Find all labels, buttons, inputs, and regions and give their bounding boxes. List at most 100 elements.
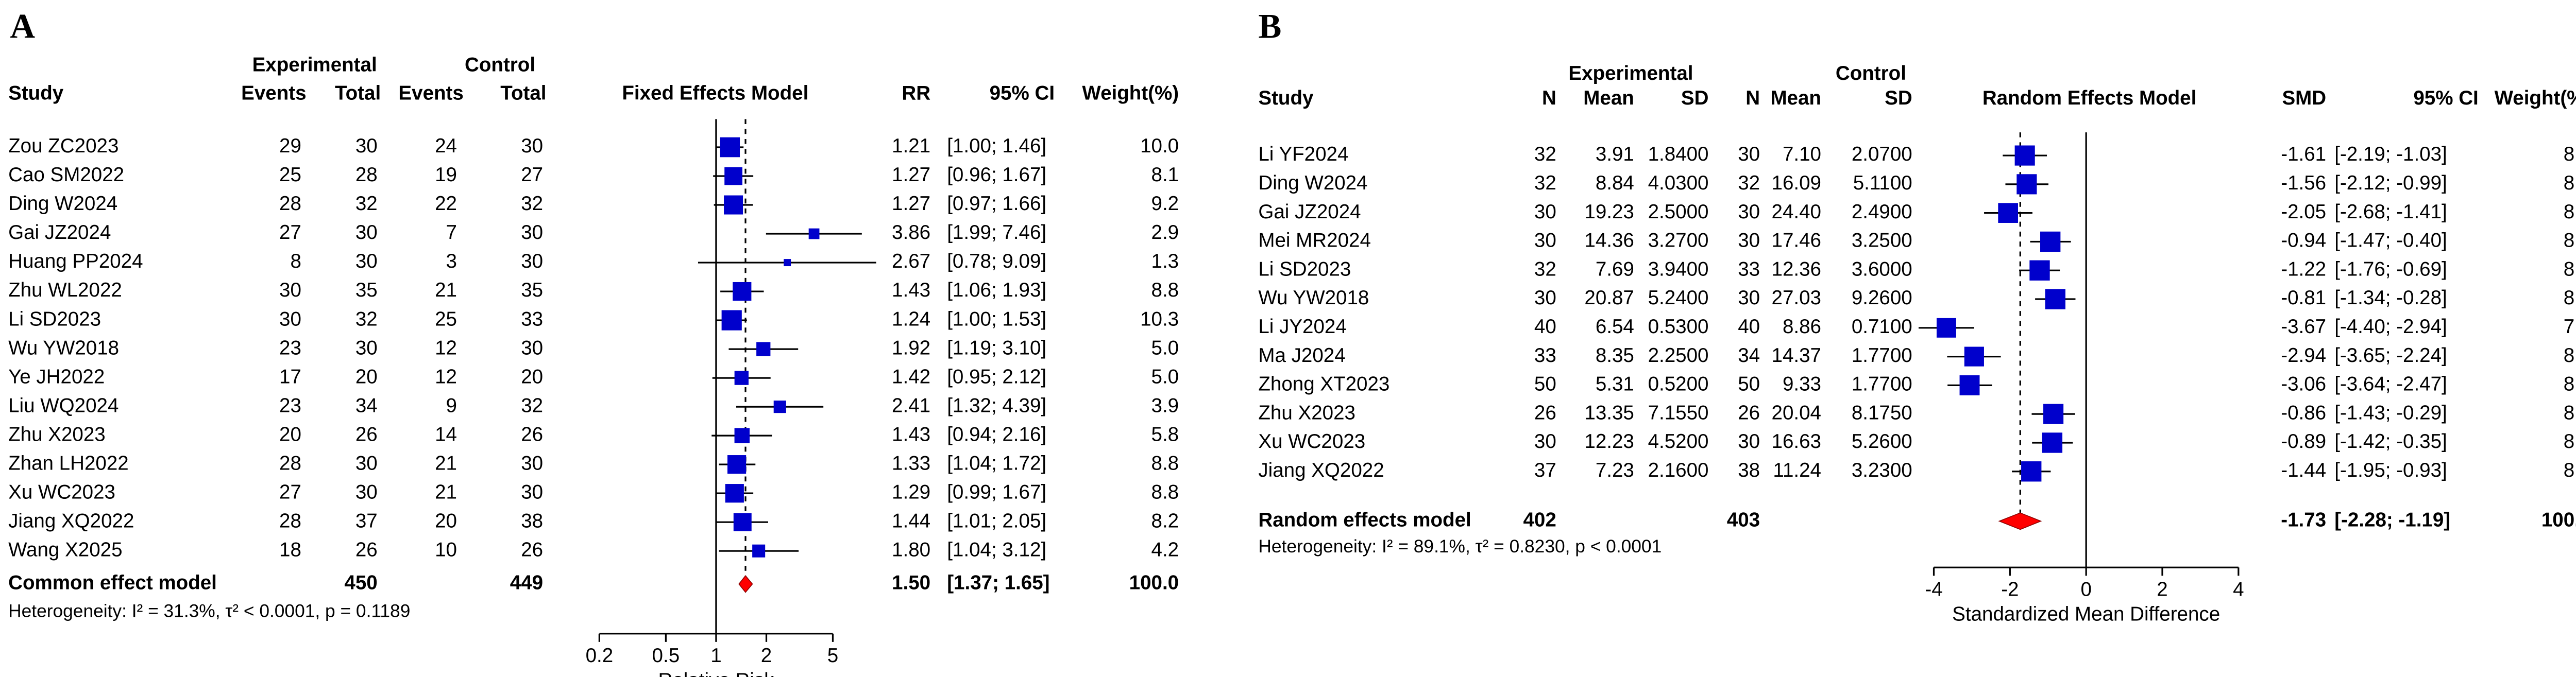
ci-label: [1.06; 1.93] [947,279,1046,301]
table-cell: 14 [435,423,457,445]
table-cell: 19.23 [1584,201,1634,223]
table-cell: 33 [1738,258,1760,280]
table-cell: 33 [1534,344,1556,367]
x-tick-label: 2 [761,645,772,667]
study-name: Jiang XQ2022 [1258,459,1384,481]
group-header: Experimental [1568,62,1693,84]
table-cell: 25 [279,164,301,186]
table-cell: 30 [355,452,378,474]
weight-label: 8.8 [1151,279,1179,301]
effect-label: 1.44 [892,510,930,532]
effect-label: 1.24 [892,308,930,330]
ci-label: [-3.65; -2.24] [2334,344,2447,367]
column-header: Study [1258,87,1314,109]
column-header: Weight(%) [1082,82,1179,104]
table-cell: 1.8400 [1648,143,1709,165]
column-header: 95% CI [990,82,1055,104]
table-cell: 28 [279,452,301,474]
table-cell: 20 [521,366,543,388]
effect-box [2043,404,2064,424]
table-cell: 38 [521,510,543,532]
table-cell: 37 [355,510,378,532]
effect-box [752,544,766,558]
effect-label: 1.42 [892,366,930,388]
study-name: Zou ZC2023 [8,135,118,157]
table-cell: 40 [1534,316,1556,338]
weight-label: 5.0 [1151,366,1179,388]
table-cell: 9.33 [1783,373,1821,395]
table-cell: 3.9400 [1648,258,1709,280]
table-cell: 32 [355,308,378,330]
weight-label: 9.2 [1151,193,1179,215]
table-cell: 0.5300 [1648,316,1709,338]
weight-label: 8.4 [2564,143,2576,165]
effect-label: 1.29 [892,481,930,503]
weight-label: 100.0 [2541,509,2576,531]
study-name: Zhan LH2022 [8,452,129,474]
table-cell: 16.63 [1772,430,1821,453]
effect-label: -3.06 [2281,373,2326,395]
effect-label: -1.44 [2281,459,2326,481]
ci-label: [-1.43; -0.29] [2334,402,2447,424]
table-cell: 1.7700 [1852,373,1912,395]
study-name: Wang X2025 [8,539,122,561]
table-cell: 3 [446,250,457,272]
table-cell: 30 [1738,230,1760,252]
study-name: Huang PP2024 [8,250,143,272]
table-cell: 20 [279,423,301,445]
group-header: Experimental [252,54,377,76]
ci-label: [1.99; 7.46] [947,221,1046,244]
panel-label: A [10,7,35,45]
table-cell: 13.35 [1584,402,1634,424]
table-cell: 16.09 [1772,172,1821,194]
effect-label: -1.73 [2281,509,2326,531]
effect-label: 1.80 [892,539,930,561]
table-cell: 3.2700 [1648,230,1709,252]
table-cell: 7.10 [1783,143,1821,165]
heterogeneity: Heterogeneity: I² = 89.1%, τ² = 0.8230, … [1258,536,1662,557]
study-name: Ye JH2022 [8,366,105,388]
effect-box [727,455,747,474]
table-cell: 14.37 [1772,344,1821,367]
table-cell: 17 [279,366,301,388]
table-cell: 30 [521,337,543,359]
study-name: Jiang XQ2022 [8,510,134,532]
effect-box [733,513,752,531]
table-cell: 32 [521,394,543,416]
table-cell: 33 [521,308,543,330]
table-cell: 6.54 [1596,316,1634,338]
table-cell: 32 [1534,143,1556,165]
study-name: Ding W2024 [1258,172,1367,194]
weight-label: 8.1 [1151,164,1179,186]
ci-label: [0.97; 1.66] [947,193,1046,215]
table-cell: 12 [435,337,457,359]
table-cell: 26 [1534,402,1556,424]
column-header: Events [398,82,463,104]
table-cell: 20.04 [1772,402,1821,424]
ci-label: [-2.28; -1.19] [2334,509,2450,531]
table-cell: 21 [435,481,457,503]
study-name: Random effects model [1258,509,1471,531]
table-cell: 50 [1738,373,1760,395]
table-cell: 32 [1738,172,1760,194]
effect-box [2016,174,2037,195]
weight-label: 100.0 [1129,572,1179,594]
table-cell: 18 [279,539,301,561]
table-cell: 7.23 [1596,459,1634,481]
column-header: Total [335,82,381,104]
ci-label: [1.04; 1.72] [947,452,1046,474]
table-cell: 8.84 [1596,172,1634,194]
table-cell: 30 [1738,201,1760,223]
table-cell: 30 [521,221,543,244]
weight-label: 2.9 [1151,221,1179,244]
ci-label: [-3.64; -2.47] [2334,373,2447,395]
study-name: Wu YW2018 [8,337,119,359]
table-cell: 32 [1534,258,1556,280]
effect-box [2021,461,2042,482]
plot-title: Random Effects Model [1982,87,2197,109]
effect-box [734,428,750,443]
ci-label: [1.32; 4.39] [947,394,1046,416]
study-name: Li SD2023 [8,308,101,330]
weight-label: 8.5 [2564,230,2576,252]
